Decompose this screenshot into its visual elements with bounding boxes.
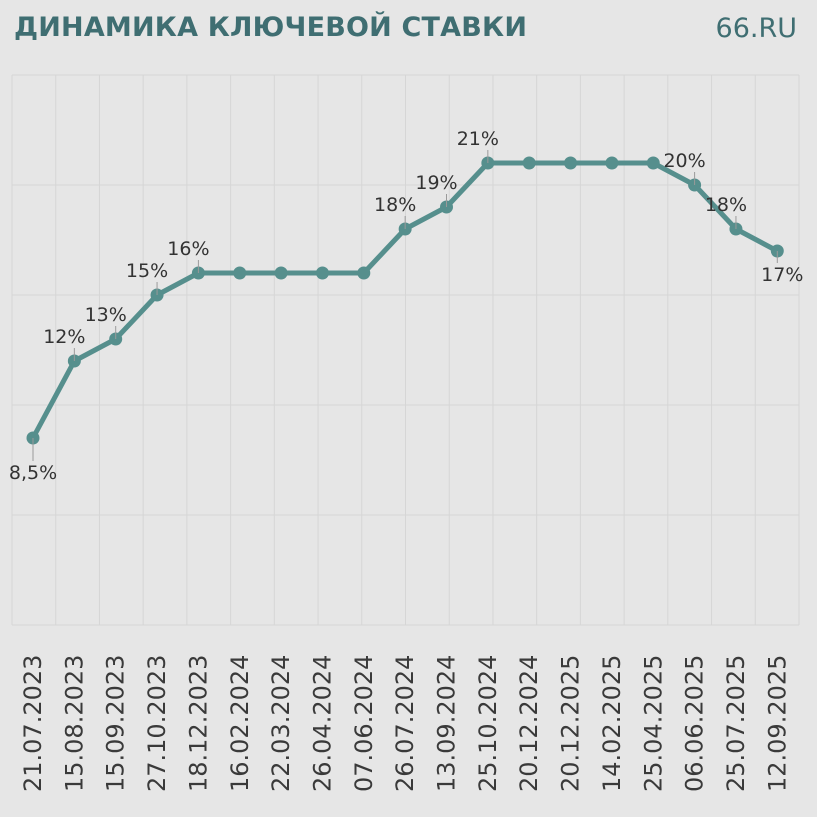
data-label: 15%	[126, 260, 168, 282]
x-axis-ticks: 21.07.2023 15.08.2023 15.09.2023 27.10.2023…	[19, 655, 791, 792]
data-label: 20%	[663, 150, 705, 172]
data-point	[564, 156, 578, 170]
x-tick-label: 06.06.2025	[681, 655, 709, 792]
data-label: 8,5%	[9, 462, 57, 484]
x-tick-label: 25.10.2024	[474, 655, 502, 792]
data-label: 21%	[457, 128, 499, 150]
data-labels: 8,5%12%13%15%16%18%19%21%20%18%17%	[9, 128, 804, 484]
data-label: 18%	[374, 194, 416, 216]
data-point	[522, 156, 536, 170]
x-tick-label: 21.07.2023	[19, 655, 47, 792]
data-point	[357, 266, 371, 280]
data-label: 19%	[415, 172, 457, 194]
x-tick-label: 15.08.2023	[60, 655, 88, 792]
x-tick-label: 20.12.2024	[515, 655, 543, 792]
data-label: 13%	[85, 304, 127, 326]
data-label: 16%	[167, 238, 209, 260]
x-tick-label: 12.09.2025	[763, 655, 791, 792]
grid	[11, 74, 800, 626]
x-tick-label: 27.10.2023	[143, 655, 171, 792]
x-tick-label: 15.09.2023	[102, 655, 130, 792]
x-tick-label: 13.09.2024	[433, 655, 461, 792]
data-point	[233, 266, 247, 280]
x-tick-label: 14.02.2025	[598, 655, 626, 792]
x-tick-label: 25.07.2025	[722, 655, 750, 792]
data-label: 17%	[761, 264, 803, 286]
x-tick-label: 18.12.2023	[184, 655, 212, 792]
x-tick-label: 20.12.2025	[557, 655, 585, 792]
x-tick-label: 07.06.2024	[350, 655, 378, 792]
data-point	[315, 266, 329, 280]
x-tick-label: 16.02.2024	[226, 655, 254, 792]
x-tick-label: 26.04.2024	[308, 655, 336, 792]
x-tick-label: 26.07.2024	[391, 655, 419, 792]
chart-header: ДИНАМИКА КЛЮЧЕВОЙ СТАВКИ 66.RU	[0, 0, 817, 64]
brand-logo: 66.RU	[715, 13, 797, 44]
data-point	[605, 156, 619, 170]
data-point	[274, 266, 288, 280]
x-tick-label: 25.04.2025	[639, 655, 667, 792]
data-label: 12%	[43, 326, 85, 348]
x-tick-label: 22.03.2024	[267, 655, 295, 792]
data-label: 18%	[705, 194, 747, 216]
chart-title: ДИНАМИКА КЛЮЧЕВОЙ СТАВКИ	[14, 12, 528, 43]
data-point	[646, 156, 660, 170]
